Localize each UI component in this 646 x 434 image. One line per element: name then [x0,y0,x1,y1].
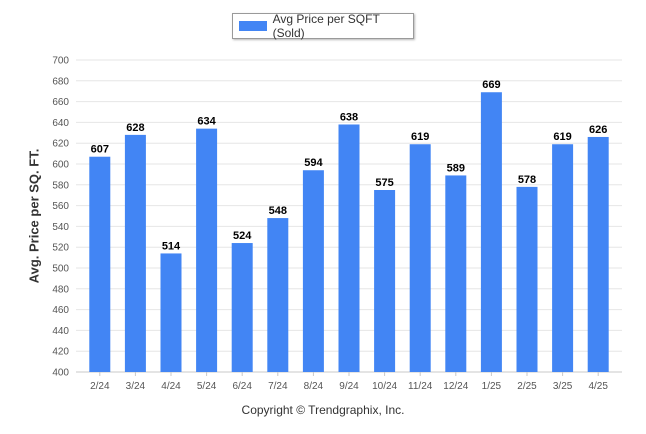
bar [302,170,324,372]
bar [267,218,289,372]
bar [89,156,111,372]
y-tick-label: 620 [52,139,69,150]
data-label: 548 [269,205,287,217]
data-label: 514 [162,240,181,252]
y-tick-label: 580 [52,180,69,191]
data-label: 638 [340,111,358,123]
x-tick-label: 4/24 [161,381,181,392]
bar [587,136,609,372]
legend: Avg Price per SQFT (Sold) [232,12,414,40]
bar [374,190,396,372]
y-axis-title: Avg. Price per SQ. FT. [26,148,42,284]
x-tick-label: 5/24 [197,381,217,392]
data-label: 634 [197,116,216,128]
y-tick-label: 500 [52,264,69,275]
x-tick-label: 7/24 [268,381,288,392]
x-tick-label: 1/25 [482,381,502,392]
legend-swatch [239,21,267,31]
y-tick-label: 700 [52,56,69,67]
x-tick-label: 3/25 [553,381,573,392]
bar [516,186,538,372]
x-tick-label: 3/24 [126,381,146,392]
bar [480,92,502,373]
data-label: 589 [447,162,465,174]
data-label: 578 [518,174,536,186]
x-tick-label: 6/24 [232,381,252,392]
x-tick-label: 2/25 [517,381,537,392]
x-tick-label: 8/24 [304,381,324,392]
x-tick-label: 4/25 [588,381,608,392]
bar [231,243,253,372]
x-tick-label: 9/24 [339,381,359,392]
legend-label: Avg Price per SQFT (Sold) [272,12,380,40]
y-tick-label: 460 [52,305,69,316]
data-label: 524 [233,230,252,242]
y-tick-label: 540 [52,222,69,233]
bar [445,175,467,372]
data-label: 575 [375,177,393,189]
data-label: 669 [482,79,500,91]
y-tick-label: 600 [52,160,69,171]
copyright-footer: Copyright © Trendgraphix, Inc. [241,403,405,417]
x-tick-label: 12/24 [443,381,468,392]
x-tick-label: 11/24 [408,381,433,392]
data-label: 607 [91,144,109,156]
x-tick-label: 10/24 [372,381,397,392]
bar [160,253,182,372]
data-label: 626 [589,124,607,136]
y-tick-label: 520 [52,243,69,254]
data-label: 628 [126,122,144,134]
y-tick-label: 440 [52,326,69,337]
y-tick-label: 560 [52,201,69,212]
y-tick-label: 420 [52,347,69,358]
data-label: 619 [411,131,429,143]
y-tick-label: 660 [52,97,69,108]
bar [409,144,431,372]
bar [124,134,146,372]
bar [338,124,360,372]
y-tick-label: 680 [52,76,69,87]
x-tick-label: 2/24 [90,381,110,392]
data-label: 594 [304,157,323,169]
bar [552,144,574,372]
data-label: 619 [553,131,571,143]
bar [196,128,218,372]
y-tick-label: 480 [52,284,69,295]
y-tick-label: 400 [52,368,69,379]
y-tick-label: 640 [52,118,69,129]
